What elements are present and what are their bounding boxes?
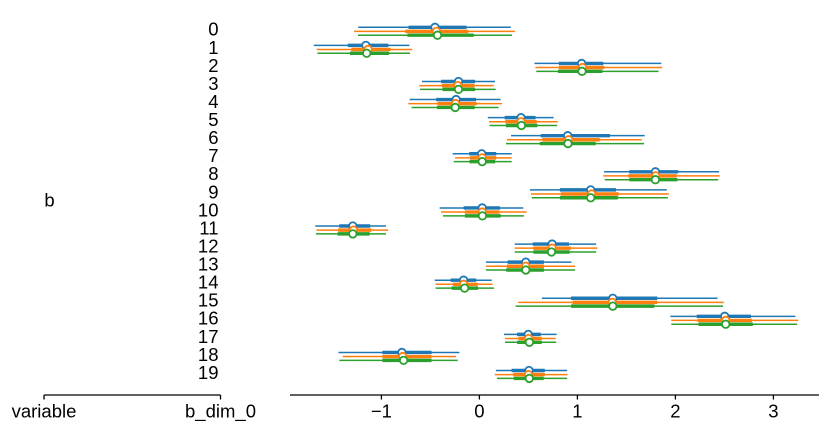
svg-text:2: 2 [208,55,218,76]
svg-text:7: 7 [208,145,218,166]
svg-text:b_dim_0: b_dim_0 [185,401,256,423]
svg-text:4: 4 [208,91,218,112]
svg-text:variable: variable [12,401,77,422]
svg-text:6: 6 [208,127,218,148]
svg-text:3: 3 [768,401,778,422]
svg-text:9: 9 [208,181,218,202]
svg-text:13: 13 [198,254,219,275]
svg-text:1: 1 [572,401,582,422]
svg-text:1: 1 [208,37,218,58]
svg-text:16: 16 [198,308,219,329]
svg-text:8: 8 [208,163,218,184]
svg-text:19: 19 [198,362,219,383]
svg-text:2: 2 [670,401,680,422]
svg-text:0: 0 [208,19,218,40]
svg-text:5: 5 [208,109,218,130]
svg-text:10: 10 [198,199,219,220]
svg-text:b: b [44,190,54,211]
svg-text:0: 0 [474,401,484,422]
svg-text:15: 15 [198,290,219,311]
svg-text:14: 14 [198,272,219,293]
svg-text:−1: −1 [371,401,392,422]
svg-text:3: 3 [208,73,218,94]
svg-text:17: 17 [198,326,219,347]
svg-text:18: 18 [198,344,219,365]
svg-text:12: 12 [198,235,219,256]
svg-text:11: 11 [199,217,218,238]
